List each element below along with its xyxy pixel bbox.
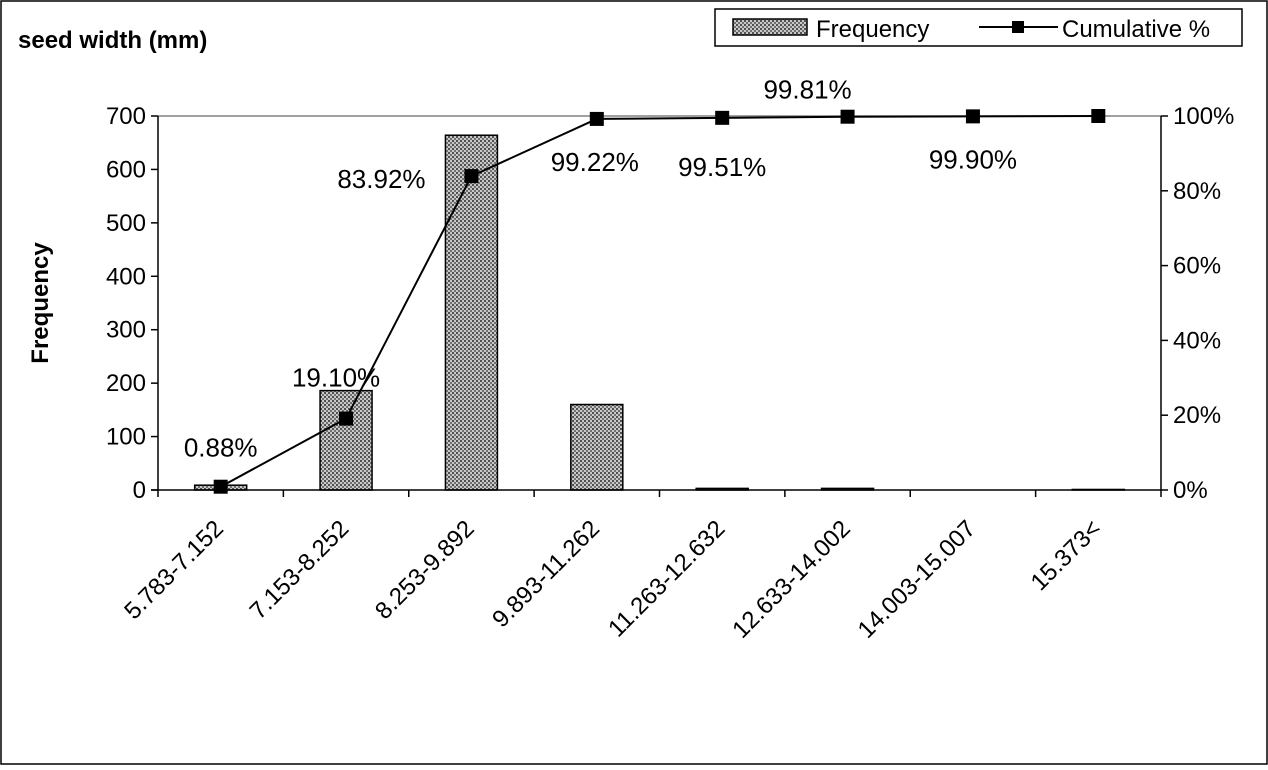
cumulative-marker-5 <box>715 110 730 125</box>
y-right-tick-label: 60% <box>1173 253 1221 280</box>
cumulative-marker-7 <box>965 109 980 124</box>
y-right-tick-label: 80% <box>1173 178 1221 205</box>
legend-cumulative-label: Cumulative % <box>1062 16 1210 43</box>
cumulative-line <box>220 115 1099 488</box>
y-tick-label: 700 <box>106 103 146 130</box>
legend-frequency-label: Frequency <box>816 16 929 43</box>
y-axis-label: Frequency <box>27 242 54 364</box>
y-right-tick-label: 20% <box>1173 402 1221 429</box>
cumulative-marker-3 <box>464 169 479 184</box>
bar-3 <box>444 134 499 491</box>
data-label-5: 99.51% <box>678 152 766 182</box>
cumulative-marker-1 <box>213 479 228 494</box>
data-label-6: 99.81% <box>763 75 851 105</box>
chart-title: seed width (mm) <box>18 27 207 54</box>
cumulative-marker-8 <box>1091 109 1106 123</box>
bar-2 <box>319 389 373 491</box>
y-tick-label: 0 <box>133 477 146 504</box>
cumulative-marker-4 <box>589 111 604 126</box>
data-label-4: 99.22% <box>551 147 639 177</box>
data-label-1: 0.88% <box>184 433 258 463</box>
cumulative-marker-6 <box>840 109 855 124</box>
bar-4 <box>570 403 624 491</box>
y-right-tick-label: 0% <box>1173 477 1208 504</box>
data-label-3: 83.92% <box>337 164 425 194</box>
cumulative-marker-2 <box>339 411 354 426</box>
y-tick-label: 200 <box>106 370 146 397</box>
y-tick-label: 100 <box>106 424 146 451</box>
data-label-2: 19.10% <box>292 363 380 393</box>
y-tick-label: 600 <box>106 156 146 183</box>
legend-cumulative-marker <box>1012 21 1024 33</box>
y-right-tick-label: 100% <box>1173 103 1234 130</box>
y-right-tick-label: 40% <box>1173 327 1221 354</box>
y-tick-label: 300 <box>106 317 146 344</box>
y-tick-label: 400 <box>106 263 146 290</box>
legend: Frequency Cumulative % <box>714 8 1243 47</box>
data-label-7: 99.90% <box>929 144 1017 174</box>
legend-frequency-swatch <box>732 18 808 36</box>
y-tick-label: 500 <box>106 210 146 237</box>
